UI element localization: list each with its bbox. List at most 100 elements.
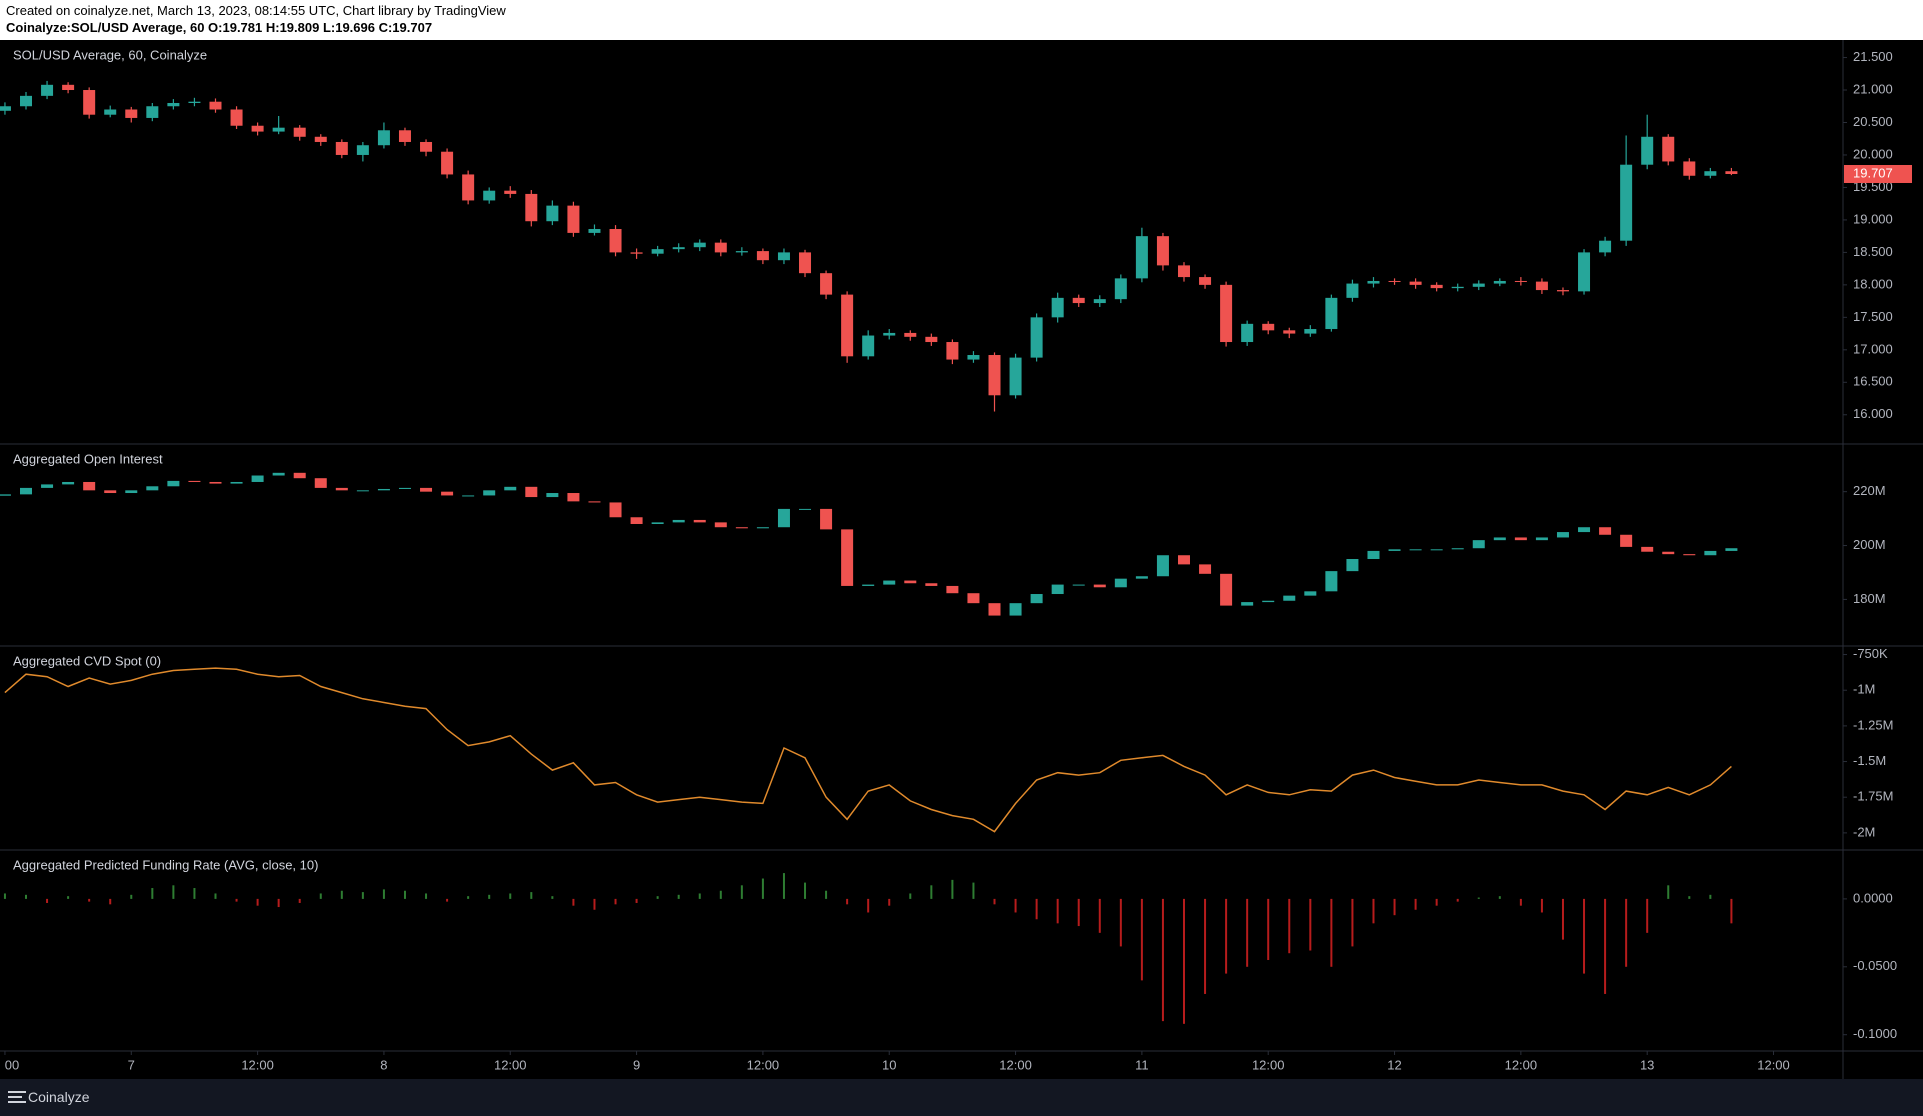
funding-bar bbox=[782, 873, 785, 899]
funding-bar bbox=[1540, 898, 1543, 913]
candle-body bbox=[1535, 281, 1548, 291]
funding-bar bbox=[1477, 897, 1480, 899]
candle-body bbox=[756, 527, 769, 529]
candle-body bbox=[546, 205, 559, 222]
candle-body bbox=[0, 106, 11, 111]
candle-body bbox=[883, 332, 896, 336]
candle-body bbox=[841, 294, 854, 357]
y-tick-label: -0.0500 bbox=[1853, 958, 1897, 973]
candle-body bbox=[62, 84, 75, 91]
candle-body bbox=[1325, 297, 1338, 330]
funding-bar bbox=[46, 898, 49, 903]
funding-bar bbox=[1688, 896, 1691, 899]
funding-bar bbox=[214, 893, 217, 899]
candle-body bbox=[1199, 277, 1212, 285]
funding-bar bbox=[1225, 898, 1228, 974]
candle-body bbox=[988, 603, 1001, 616]
funding-bar bbox=[909, 893, 912, 899]
candle-body bbox=[799, 508, 812, 510]
y-tick-label: -2M bbox=[1853, 824, 1875, 839]
candle-body bbox=[167, 480, 180, 487]
candle-body bbox=[209, 481, 222, 484]
y-tick-label: 20.500 bbox=[1853, 114, 1893, 129]
candle-body bbox=[1367, 280, 1380, 284]
x-tick-label: 12:00 bbox=[1505, 1057, 1538, 1072]
candle-body bbox=[714, 522, 727, 528]
candle-body bbox=[1535, 537, 1548, 541]
candle-body bbox=[1493, 537, 1506, 541]
funding-bar bbox=[1498, 896, 1501, 899]
candle-body bbox=[230, 109, 243, 126]
funding-bar bbox=[656, 896, 659, 899]
funding-bar bbox=[804, 882, 807, 899]
y-tick-label: 220M bbox=[1853, 483, 1886, 498]
candle-body bbox=[946, 585, 959, 594]
candle-body bbox=[146, 106, 159, 118]
funding-bar bbox=[572, 898, 575, 906]
candle-body bbox=[651, 522, 664, 524]
symbol-legend: Coinalyze:SOL/USD Average, 60 O:19.781 H… bbox=[6, 20, 433, 35]
candle-body bbox=[820, 508, 833, 530]
candle-body bbox=[1430, 284, 1443, 289]
y-tick-label: 16.500 bbox=[1853, 374, 1893, 389]
candle-body bbox=[1578, 252, 1591, 292]
funding-bar bbox=[1288, 898, 1291, 954]
candle-body bbox=[1009, 603, 1022, 616]
funding-bar bbox=[1351, 898, 1354, 947]
candle-body bbox=[1599, 240, 1612, 253]
candle-body bbox=[693, 519, 706, 523]
candle-body bbox=[1283, 330, 1296, 334]
candle-body bbox=[504, 190, 517, 194]
funding-bar bbox=[530, 892, 533, 899]
logo-icon bbox=[8, 1091, 26, 1103]
candle-body bbox=[862, 584, 875, 586]
x-tick-label: 8 bbox=[380, 1057, 387, 1072]
candle-body bbox=[567, 205, 580, 233]
candle-body bbox=[441, 491, 454, 496]
funding-bar bbox=[972, 882, 975, 899]
candle-body bbox=[1388, 280, 1401, 282]
x-tick-label: 12:00 bbox=[1757, 1057, 1790, 1072]
y-tick-label: -750K bbox=[1853, 646, 1888, 661]
candle-body bbox=[967, 593, 980, 604]
candle-body bbox=[20, 487, 33, 495]
candle-body bbox=[104, 109, 117, 115]
candle-body bbox=[525, 486, 538, 498]
candle-body bbox=[1262, 600, 1275, 603]
funding-bar bbox=[88, 898, 91, 902]
y-tick-label: 0.0000 bbox=[1853, 890, 1893, 905]
candle-body bbox=[630, 252, 643, 254]
candle-body bbox=[335, 487, 348, 491]
candle-body bbox=[1409, 549, 1422, 551]
candle-body bbox=[735, 527, 748, 529]
x-tick-label: 7 bbox=[128, 1057, 135, 1072]
candle-body bbox=[314, 478, 327, 488]
candle-body bbox=[1641, 546, 1654, 552]
candle-body bbox=[125, 109, 138, 118]
candle-body bbox=[1599, 527, 1612, 535]
candle-body bbox=[1283, 595, 1296, 601]
funding-bar bbox=[1056, 898, 1059, 924]
y-tick-label: -1.25M bbox=[1853, 717, 1893, 732]
candle-body bbox=[1472, 540, 1485, 549]
candle-body bbox=[462, 174, 475, 201]
footer: Coinalyze bbox=[0, 1079, 1923, 1116]
funding-bar bbox=[1077, 898, 1080, 927]
funding-bar bbox=[509, 893, 512, 899]
candle-body bbox=[1578, 527, 1591, 533]
candle-body bbox=[1641, 136, 1654, 165]
candle-body bbox=[1156, 236, 1169, 266]
candle-body bbox=[1683, 161, 1696, 176]
candle-body bbox=[1704, 171, 1717, 176]
candle-body bbox=[1177, 265, 1190, 278]
candle-body bbox=[1388, 549, 1401, 551]
candle-body bbox=[1409, 281, 1422, 285]
candle-body bbox=[1325, 571, 1338, 592]
x-tick-label: 12:00 bbox=[494, 1057, 527, 1072]
pane-title: Aggregated CVD Spot (0) bbox=[13, 653, 161, 668]
funding-bar bbox=[951, 879, 954, 899]
chart: 00 7 12:00 8 12:00 9 12:00 10 12:00 11 12:00 12 12:0… bbox=[0, 40, 1923, 1079]
candle-body bbox=[1072, 584, 1085, 586]
candle-body bbox=[1009, 357, 1022, 396]
candle-body bbox=[272, 127, 285, 132]
